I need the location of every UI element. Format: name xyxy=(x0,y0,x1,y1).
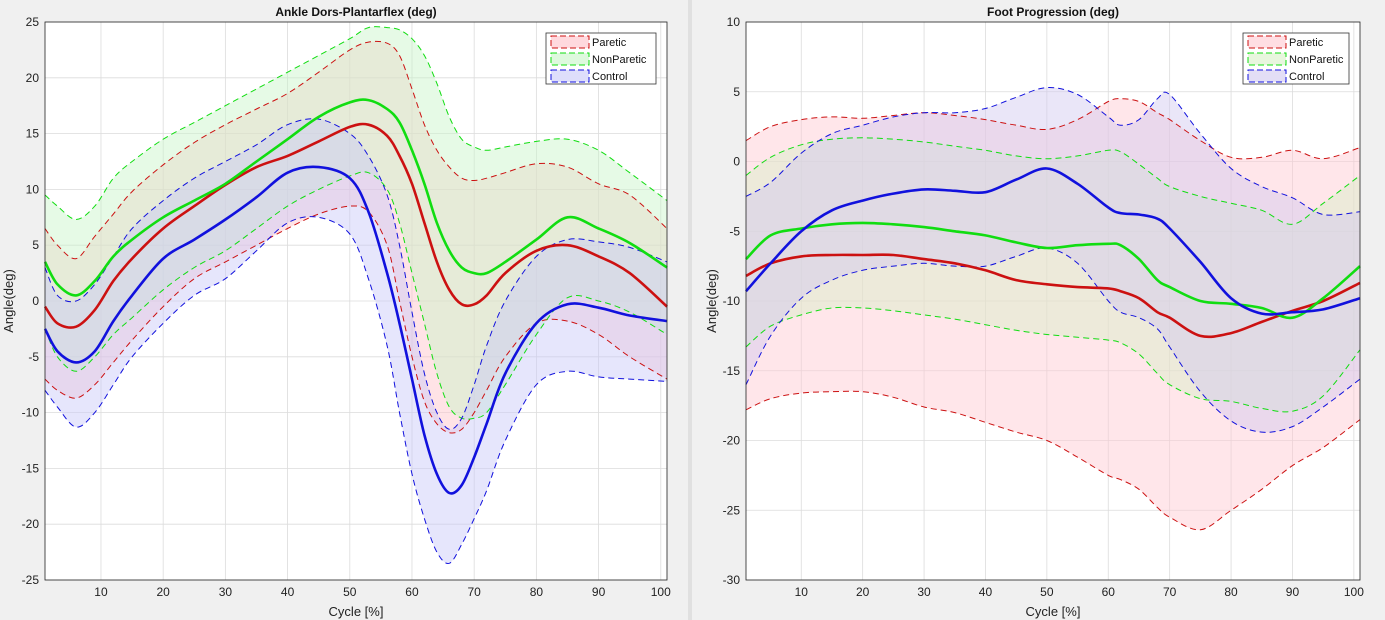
foot-y-tick-label: -5 xyxy=(729,224,740,238)
foot-y-tick-label: -30 xyxy=(723,573,741,587)
foot-x-tick-label: 100 xyxy=(1344,585,1364,599)
ankle-control-lower-bound xyxy=(44,216,668,564)
foot-paretic-lower-bound xyxy=(745,390,1361,531)
foot-x-tick-label: 60 xyxy=(1102,585,1116,599)
foot-control-upper-bound xyxy=(745,87,1361,216)
ankle-paretic-mean-line xyxy=(43,122,668,329)
foot-y-tick-label: -25 xyxy=(723,503,741,517)
ankle-y-tick-label: 5 xyxy=(32,238,39,252)
ankle-y-tick-label: 15 xyxy=(26,127,40,141)
ankle-y-tick-label: -5 xyxy=(28,350,39,364)
ankle-control-band xyxy=(45,118,667,564)
ankle-nonparetic-lower-bound xyxy=(44,171,668,420)
ankle-x-tick-label: 20 xyxy=(157,585,171,599)
foot-x-tick-label: 50 xyxy=(1040,585,1054,599)
foot-control-band xyxy=(746,87,1360,433)
ankle-x-tick-label: 10 xyxy=(94,585,108,599)
ankle-title: Ankle Dors-Plantarflex (deg) xyxy=(275,5,436,19)
ankle-y-tick-label: -15 xyxy=(22,461,40,475)
ankle-y-tick-label: -10 xyxy=(22,406,40,420)
foot-legend: Paretic NonParetic Control xyxy=(1242,32,1350,85)
ankle-legend-swatch-control xyxy=(550,69,590,83)
foot-x-tick-label: 20 xyxy=(856,585,870,599)
foot-paretic-upper-bound xyxy=(745,98,1361,160)
ankle-x-tick-label: 60 xyxy=(405,585,419,599)
ankle-control-upper-bound xyxy=(44,118,668,430)
panel-divider xyxy=(688,0,692,620)
ankle-x-tick-label: 30 xyxy=(219,585,233,599)
ankle-x-label: Cycle [%] xyxy=(329,604,384,619)
ankle-bands xyxy=(45,26,667,564)
foot-legend-label-paretic: Paretic xyxy=(1289,37,1324,49)
ankle-y-tick-label: -20 xyxy=(22,517,40,531)
foot-bands xyxy=(746,87,1360,530)
ankle-x-tick-label: 40 xyxy=(281,585,295,599)
ankle-legend-label-paretic: Paretic xyxy=(592,37,627,49)
ankle-legend: Paretic NonParetic Control xyxy=(545,32,657,85)
foot-x-tick-label: 80 xyxy=(1224,585,1238,599)
ankle-x-tick-label: 90 xyxy=(592,585,606,599)
ankle-means xyxy=(43,98,668,495)
ankle-legend-label-nonparetic: NonParetic xyxy=(592,54,647,66)
ankle-x-ticks: 10 20 30 40 50 60 70 80 90 100 xyxy=(94,585,671,599)
ankle-y-tick-label: 10 xyxy=(26,182,40,196)
ankle-x-tick-label: 50 xyxy=(343,585,357,599)
ankle-x-tick-label: 80 xyxy=(530,585,544,599)
ankle-paretic-band xyxy=(45,41,667,434)
foot-y-tick-label: -20 xyxy=(723,434,741,448)
ankle-x-tick-label: 100 xyxy=(651,585,671,599)
ankle-nonparetic-band xyxy=(45,26,667,420)
foot-x-label: Cycle [%] xyxy=(1026,604,1081,619)
foot-y-tick-label: -10 xyxy=(723,294,741,308)
foot-means xyxy=(745,167,1361,339)
foot-nonparetic-upper-bound xyxy=(745,137,1361,225)
foot-nonparetic-lower-bound xyxy=(745,306,1361,413)
foot-x-tick-label: 70 xyxy=(1163,585,1177,599)
foot-bounds xyxy=(745,87,1361,531)
foot-x-tick-label: 90 xyxy=(1286,585,1300,599)
foot-y-tick-label: 0 xyxy=(733,155,740,169)
foot-x-tick-label: 10 xyxy=(795,585,809,599)
ankle-bounds xyxy=(44,26,668,564)
ankle-y-label: Angle(deg) xyxy=(1,269,16,333)
foot-nonparetic-band xyxy=(746,137,1360,412)
ankle-paretic-lower-bound xyxy=(44,205,668,434)
foot-x-ticks: 10 20 30 40 50 60 70 80 90 100 xyxy=(795,585,1365,599)
ankle-nonparetic-upper-bound xyxy=(44,26,668,221)
foot-legend-swatch-control xyxy=(1247,69,1287,83)
foot-legend-swatch-nonparetic xyxy=(1247,52,1287,66)
ankle-control-mean-line xyxy=(43,165,668,495)
foot-title: Foot Progression (deg) xyxy=(987,5,1119,19)
foot-axes-box xyxy=(745,21,1361,581)
ankle-legend-swatch-nonparetic xyxy=(550,52,590,66)
foot-control-mean-line xyxy=(745,167,1361,316)
foot-legend-swatch-paretic xyxy=(1247,35,1287,49)
ankle-y-ticks: 25 20 15 10 5 0 -5 -10 -15 -20 -25 xyxy=(22,15,40,587)
ankle-y-tick-label: 0 xyxy=(32,294,39,308)
ankle-legend-swatch-paretic xyxy=(550,35,590,49)
foot-y-label: Angle(deg) xyxy=(704,269,719,333)
ankle-paretic-upper-bound xyxy=(44,40,668,260)
ankle-x-tick-label: 70 xyxy=(468,585,482,599)
ankle-nonparetic-mean-line xyxy=(43,98,668,297)
foot-paretic-band xyxy=(746,98,1360,530)
ankle-axes-box xyxy=(44,21,668,581)
foot-legend-label-nonparetic: NonParetic xyxy=(1289,54,1344,66)
foot-legend-label-control: Control xyxy=(1289,71,1324,83)
ankle-legend-label-control: Control xyxy=(592,71,627,83)
foot-x-tick-label: 30 xyxy=(917,585,931,599)
foot-paretic-mean-line xyxy=(745,253,1361,339)
foot-y-tick-label: -15 xyxy=(723,364,741,378)
foot-x-tick-label: 40 xyxy=(979,585,993,599)
foot-y-tick-label: 5 xyxy=(733,85,740,99)
ankle-y-tick-label: -25 xyxy=(22,573,40,587)
ankle-y-tick-label: 25 xyxy=(26,15,40,29)
foot-y-ticks: 10 5 0 -5 -10 -15 -20 -25 -30 xyxy=(723,15,741,587)
foot-y-tick-label: 10 xyxy=(727,15,741,29)
foot-control-lower-bound xyxy=(745,247,1361,433)
ankle-y-tick-label: 20 xyxy=(26,71,40,85)
